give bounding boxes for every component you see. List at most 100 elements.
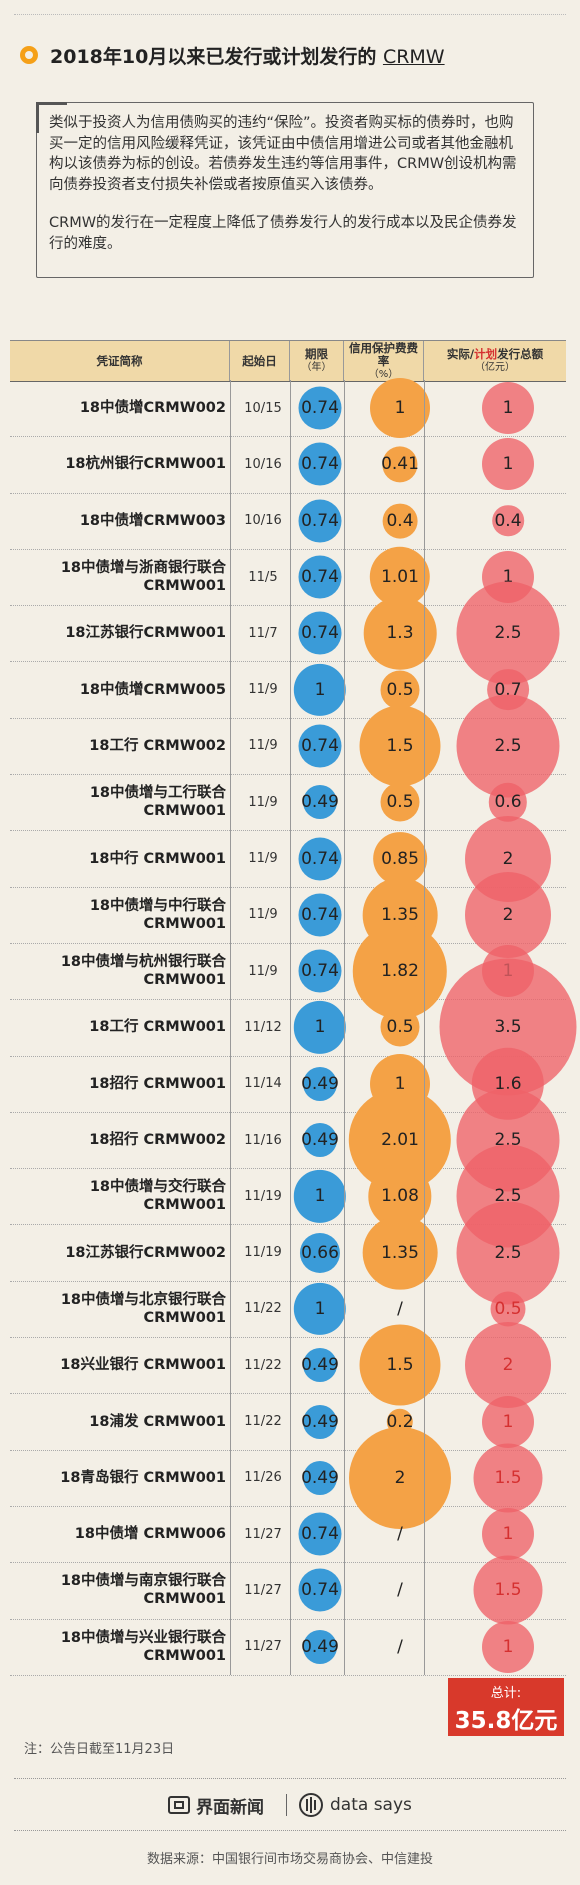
amount-bubble [456, 581, 560, 685]
amount-value: 1 [502, 567, 514, 588]
intro-box: 类似于投资人为信用债购买的违约“保险”。投资者购买标的债券时，也购买一定的信用风… [36, 102, 534, 278]
row-name: 18中债增与杭州银行联合 CRMW001 [60, 954, 226, 989]
term-bubble [293, 663, 347, 716]
term-value: 0.49 [301, 1130, 339, 1151]
amount-value: 1.5 [494, 1467, 522, 1488]
amount-value: 2.5 [494, 735, 522, 756]
row-date: 11/14 [244, 1076, 282, 1092]
table-row [10, 1337, 566, 1395]
table-row [10, 1112, 566, 1170]
amount-bubble [456, 1201, 560, 1305]
table-row [10, 1281, 566, 1339]
row-date: 11/12 [244, 1019, 282, 1035]
amount-value: 1 [502, 454, 514, 475]
amount-value: 1.5 [494, 1580, 522, 1601]
header-date: 起始日 [230, 341, 290, 381]
row-date: 10/16 [244, 513, 282, 529]
table-row [10, 774, 566, 832]
amount-bubble [456, 694, 560, 798]
row-name: 18兴业银行 CRMW001 [60, 1357, 226, 1374]
row-date: 11/27 [244, 1582, 282, 1598]
amount-value: 0.5 [494, 1298, 522, 1319]
brand-datasays-text: data says [330, 1795, 412, 1815]
top-divider [14, 14, 566, 15]
term-bubble [303, 785, 337, 820]
row-date: 11/22 [244, 1301, 282, 1317]
amount-bubble [492, 504, 524, 537]
brand-jiemian: 界面新闻 [168, 1792, 264, 1818]
term-bubble [298, 837, 342, 881]
footer-divider-bottom [14, 1830, 566, 1831]
amount-bubble [490, 1291, 526, 1327]
amount-bubble [482, 1620, 534, 1673]
term-bubble [293, 1001, 347, 1054]
fee-value: / [397, 1298, 403, 1319]
row-name: 18中债增CRMW005 [79, 681, 226, 698]
term-bubble [298, 442, 342, 486]
term-value: 0.49 [301, 1467, 339, 1488]
row-name: 18杭州银行CRMW001 [65, 456, 226, 473]
header-name: 凭证简称 [10, 341, 230, 381]
fee-bubble [359, 705, 441, 787]
table-row [10, 493, 566, 550]
chart-title: 2018年10月以来已发行或计划发行的 CRMW [20, 35, 445, 75]
amount-value: 1 [502, 398, 514, 419]
brand-datasays: data says [298, 1792, 412, 1818]
row-name: 18浦发 CRMW001 [89, 1413, 226, 1430]
term-bubble [298, 1512, 342, 1556]
term-bubble [303, 1348, 337, 1383]
fee-value: / [397, 1524, 403, 1545]
row-name: 18招行 CRMW002 [89, 1132, 226, 1149]
amount-bubble [473, 1555, 543, 1625]
term-value: 0.74 [301, 848, 339, 869]
row-name: 18中行 CRMW001 [89, 850, 226, 867]
amount-bubble [473, 1443, 543, 1513]
total-label: 总计: [490, 1686, 522, 1701]
row-date: 11/19 [244, 1188, 282, 1204]
table-row [10, 549, 566, 607]
row-name: 18中债增与中行联合 CRMW001 [89, 897, 226, 932]
fee-value: 0.5 [386, 679, 414, 700]
table-header: 凭证简称 起始日 期限 （年） 信用保护费费率 （%） 实际/计划发行总额 （亿元） [10, 340, 566, 382]
row-name: 18中债增CRMW003 [79, 512, 226, 529]
row-date: 11/9 [248, 682, 278, 698]
row-date: 11/22 [244, 1357, 282, 1373]
term-value: 0.74 [301, 623, 339, 644]
term-value: 0.49 [301, 792, 339, 813]
amount-bubble [482, 1395, 534, 1448]
fee-value: 0.5 [386, 792, 414, 813]
fee-value: 1.01 [381, 567, 419, 588]
table-row [10, 1506, 566, 1564]
title-bullet-icon [20, 46, 38, 64]
amount-bubble [465, 1322, 551, 1409]
row-date: 11/27 [244, 1526, 282, 1542]
fee-bubble [380, 670, 420, 710]
row-name: 18中债增与交行联合 CRMW001 [89, 1179, 226, 1214]
brand-separator [286, 1794, 287, 1816]
header-term: 期限 （年） [290, 341, 344, 381]
fee-value: 1.3 [386, 623, 414, 644]
term-value: 0.74 [301, 454, 339, 475]
fee-bubble [352, 923, 448, 1019]
fee-bubble [370, 378, 430, 439]
amount-bubble [482, 1508, 534, 1561]
row-date: 11/9 [248, 794, 278, 810]
row-name: 18中债增 CRMW006 [74, 1526, 226, 1543]
table-row [10, 830, 566, 888]
term-bubble [298, 555, 342, 599]
table-row [10, 1393, 566, 1451]
jiemian-logo-icon [168, 1796, 190, 1814]
intro-corner-mark [36, 102, 67, 133]
row-name: 18工行 CRMW001 [89, 1019, 226, 1036]
term-bubble [298, 893, 342, 937]
fee-value: 1 [394, 398, 406, 419]
fee-value: 0.85 [381, 848, 419, 869]
fee-value: 0.2 [386, 1411, 414, 1432]
term-bubble [298, 1568, 342, 1612]
amount-bubble [482, 382, 534, 435]
fee-bubble [380, 782, 420, 822]
table-row [10, 1450, 566, 1507]
term-value: 0.74 [301, 567, 339, 588]
footer-divider-top [14, 1778, 566, 1779]
term-bubble [293, 1170, 347, 1223]
